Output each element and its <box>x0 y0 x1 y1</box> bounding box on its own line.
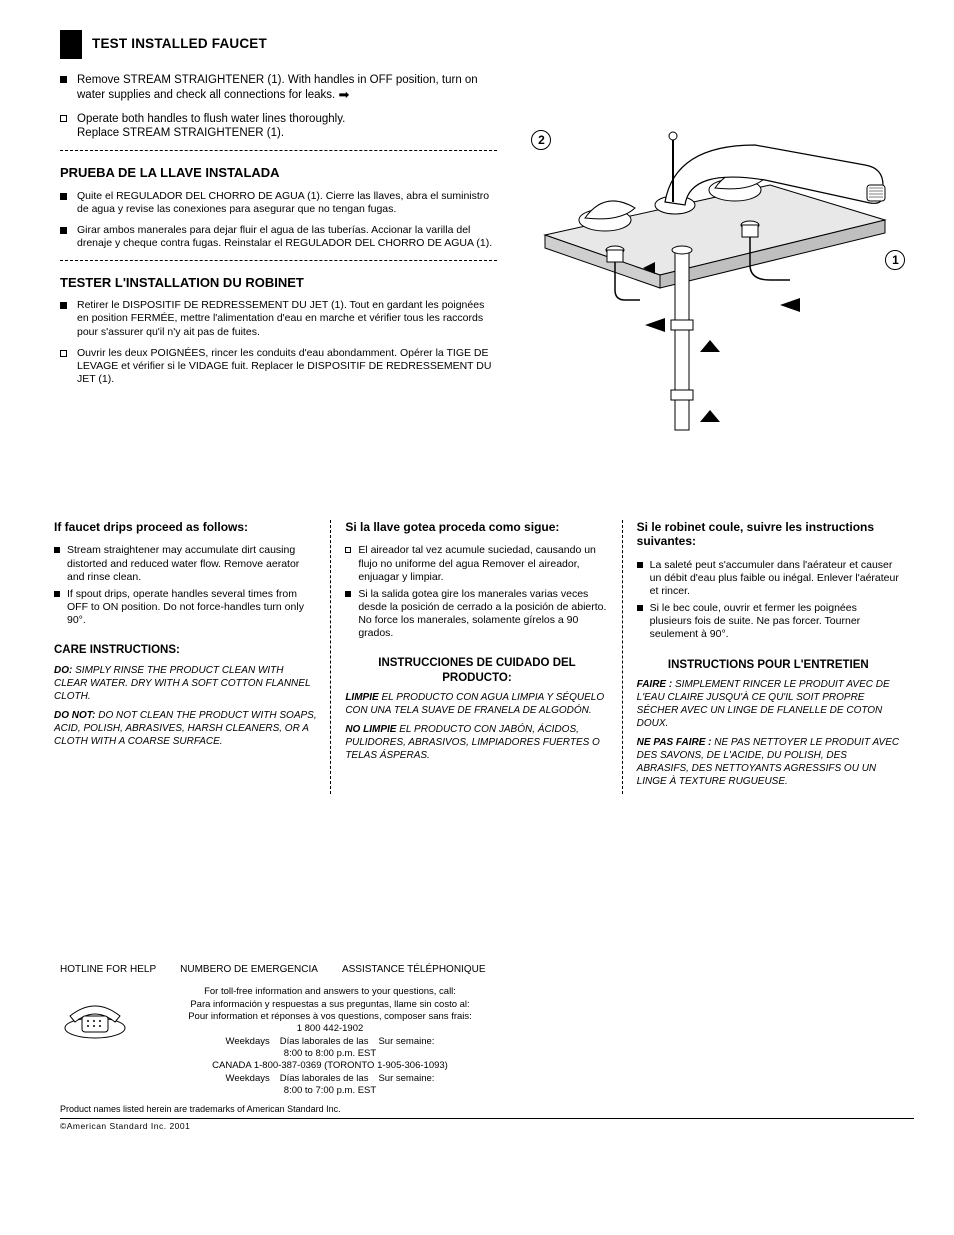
info-en: For toll-free information and answers to… <box>140 986 520 998</box>
maint-en-b1: Stream straightener may accumulate dirt … <box>67 544 317 583</box>
dashed-divider <box>60 150 497 151</box>
wk-es2: Días laborales de las <box>280 1073 369 1085</box>
wk-en: Weekdays <box>226 1036 270 1048</box>
square-bullet-icon <box>60 193 67 200</box>
maint-en-b2: If spout drips, operate handles several … <box>67 588 317 627</box>
footer-text-block: For toll-free information and answers to… <box>140 986 520 1097</box>
care-heading-fr: INSTRUCTIONS POUR L'ENTRETIEN <box>637 658 900 672</box>
bullet-es-1-text: Quite el REGULADOR DEL CHORRO DE AGUA (1… <box>77 190 497 216</box>
bullet-en-2a: Operate both handles to flush water line… <box>77 113 345 125</box>
maint-fr-b2: Si le bec coule, ouvrir et fermer les po… <box>650 602 900 641</box>
maintenance-row: If faucet drips proceed as follows: Stre… <box>40 520 914 794</box>
hotline-fr: ASSISTANCE TÉLÉPHONIQUE <box>342 964 486 977</box>
square-bullet-icon <box>54 591 60 597</box>
footer-rule <box>60 1118 914 1119</box>
care-do-fr: FAIRE : SIMPLEMENT RINCER LE PRODUIT AVE… <box>637 678 900 730</box>
title-bar-en: TEST INSTALLED FAUCET <box>60 30 497 59</box>
bullet-fr-2: Ouvrir les deux POIGNÉES, rincer les con… <box>60 347 497 386</box>
hours-us: 8:00 to 8:00 p.m. EST <box>140 1048 520 1060</box>
faucet-svg <box>525 90 905 450</box>
square-bullet-icon <box>345 591 351 597</box>
maint-es-b2: Si la salida gotea gire los manerales va… <box>358 588 608 641</box>
care-dont-fr: NE PAS FAIRE : NE PAS NETTOYER LE PRODUI… <box>637 736 900 788</box>
bullet-es-2-text: Girar ambos manerales para dejar fluir e… <box>77 224 497 250</box>
wk-fr2: Sur semaine: <box>378 1073 434 1085</box>
maint-col-fr: Si le robinet coule, suivre les instruct… <box>623 520 914 794</box>
care-do-es: LIMPIE EL PRODUCTO CON AGUA LIMPIA Y SÉQ… <box>345 691 608 717</box>
hotline-en: HOTLINE FOR HELP <box>60 964 156 977</box>
wk-en2: Weekdays <box>226 1073 270 1085</box>
square-bullet-icon <box>54 547 60 553</box>
square-outline-bullet-icon <box>60 350 67 357</box>
maint-col-es: Si la llave gotea proceda como sigue: El… <box>331 520 622 794</box>
maint-heading-fr: Si le robinet coule, suivre les instruct… <box>637 520 900 549</box>
maint-col-en: If faucet drips proceed as follows: Stre… <box>40 520 331 794</box>
maint-heading-es: Si la llave gotea proceda como sigue: <box>345 520 608 534</box>
care-heading-es: INSTRUCCIONES DE CUIDADO DEL PRODUCTO: <box>345 656 608 685</box>
bullet-fr-1-text: Retirer le DISPOSITIF DE REDRESSEMENT DU… <box>77 299 497 338</box>
hours-ca: 8:00 to 7:00 p.m. EST <box>140 1085 520 1097</box>
bullet-es-1: Quite el REGULADOR DEL CHORRO DE AGUA (1… <box>60 190 497 216</box>
square-bullet-icon <box>60 302 67 309</box>
heading-fr: TESTER L'INSTALLATION DU ROBINET <box>60 275 497 291</box>
info-es: Para información y respuestas a sus preg… <box>140 999 520 1011</box>
arrow-right-icon: ➡ <box>338 87 349 103</box>
black-square-icon <box>60 30 82 59</box>
bullet-en-2: Operate both handles to flush water line… <box>60 112 497 141</box>
phone-us: 1 800 442-1902 <box>140 1023 520 1035</box>
square-bullet-icon <box>60 76 67 83</box>
info-fr: Pour information et réponses à vos quest… <box>140 1011 520 1023</box>
maint-es-b1: El aireador tal vez acumule suciedad, ca… <box>358 544 608 583</box>
wk-es: Días laborales de las <box>280 1036 369 1048</box>
dashed-divider <box>60 260 497 261</box>
care-do-en: DO: SIMPLY RINSE THE PRODUCT CLEAN WITH … <box>54 664 317 703</box>
hotline-labels: HOTLINE FOR HELP NUMBERO DE EMERGENCIA A… <box>40 964 914 977</box>
hotline-es: NUMBERO DE EMERGENCIA <box>180 964 318 977</box>
square-bullet-icon <box>637 605 643 611</box>
square-outline-bullet-icon <box>60 115 67 122</box>
diagram-column: 2 1 <box>517 30 914 450</box>
telephone-icon <box>60 986 130 1045</box>
bullet-en-2b: Replace STREAM STRAIGHTENER (1). <box>77 127 284 139</box>
care-heading-en: CARE INSTRUCTIONS: <box>54 643 317 657</box>
heading-en: TEST INSTALLED FAUCET <box>82 30 267 59</box>
bullet-fr-1: Retirer le DISPOSITIF DE REDRESSEMENT DU… <box>60 299 497 338</box>
bullet-en-1: Remove STREAM STRAIGHTENER (1). With han… <box>60 73 497 104</box>
instructions-column: TEST INSTALLED FAUCET Remove STREAM STRA… <box>40 30 497 450</box>
square-outline-bullet-icon <box>345 547 351 553</box>
trademark-line: Product names listed herein are trademar… <box>40 1104 914 1115</box>
maint-fr-b1: La saleté peut s'accumuler dans l'aérate… <box>650 559 900 598</box>
bullet-en-1-text: Remove STREAM STRAIGHTENER (1). With han… <box>77 74 478 102</box>
footer: HOTLINE FOR HELP NUMBERO DE EMERGENCIA A… <box>40 964 914 1131</box>
wk-fr: Sur semaine: <box>378 1036 434 1048</box>
maint-heading-en: If faucet drips proceed as follows: <box>54 520 317 534</box>
bullet-es-2: Girar ambos manerales para dejar fluir e… <box>60 224 497 250</box>
heading-es: PRUEBA DE LA LLAVE INSTALADA <box>60 165 497 181</box>
faucet-diagram: 2 1 <box>525 90 905 450</box>
bullet-fr-2-text: Ouvrir les deux POIGNÉES, rincer les con… <box>77 347 497 386</box>
copyright-line: ©American Standard Inc. 2001 <box>40 1121 914 1132</box>
canada-line: CANADA 1-800-387-0369 (TORONTO 1-905-306… <box>140 1060 520 1072</box>
care-dont-en: DO NOT: DO NOT CLEAN THE PRODUCT WITH SO… <box>54 709 317 748</box>
square-bullet-icon <box>637 562 643 568</box>
care-dont-es: NO LIMPIE EL PRODUCTO CON JABÓN, ÁCIDOS,… <box>345 723 608 762</box>
square-bullet-icon <box>60 227 67 234</box>
